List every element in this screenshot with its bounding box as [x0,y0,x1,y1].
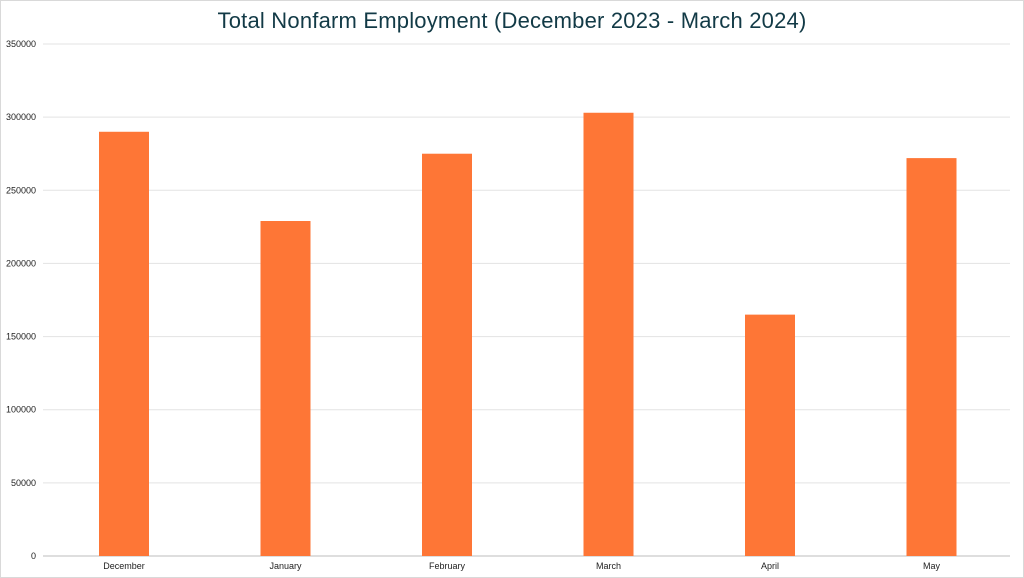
x-tick-label-january: January [269,561,302,571]
x-tick-label-april: April [761,561,779,571]
bar-march [583,112,634,557]
y-tick-label: 150000 [6,332,36,342]
x-tick-label-february: February [429,561,466,571]
y-tick-label: 350000 [6,39,36,49]
y-tick-label: 0 [31,551,36,561]
bar-february [422,153,472,556]
bar-december [99,131,149,556]
y-tick-label: 250000 [6,185,36,195]
y-tick-label: 200000 [6,258,36,268]
x-tick-label-december: December [103,561,145,571]
x-tick-label-may: May [923,561,941,571]
bar-may [906,158,957,557]
chart-title: Total Nonfarm Employment (December 2023 … [217,8,807,33]
bars [99,112,957,557]
bar-january [260,221,311,556]
x-axis-ticks: December January February March April May [103,561,940,571]
x-tick-label-march: March [596,561,621,571]
bar-april [745,314,795,556]
y-tick-label: 300000 [6,112,36,122]
y-tick-label: 50000 [11,478,36,488]
y-axis-ticks: 0 50000 100000 150000 200000 250000 300000 3500… [6,39,36,561]
y-tick-label: 100000 [6,405,36,415]
gridlines [43,43,1010,557]
